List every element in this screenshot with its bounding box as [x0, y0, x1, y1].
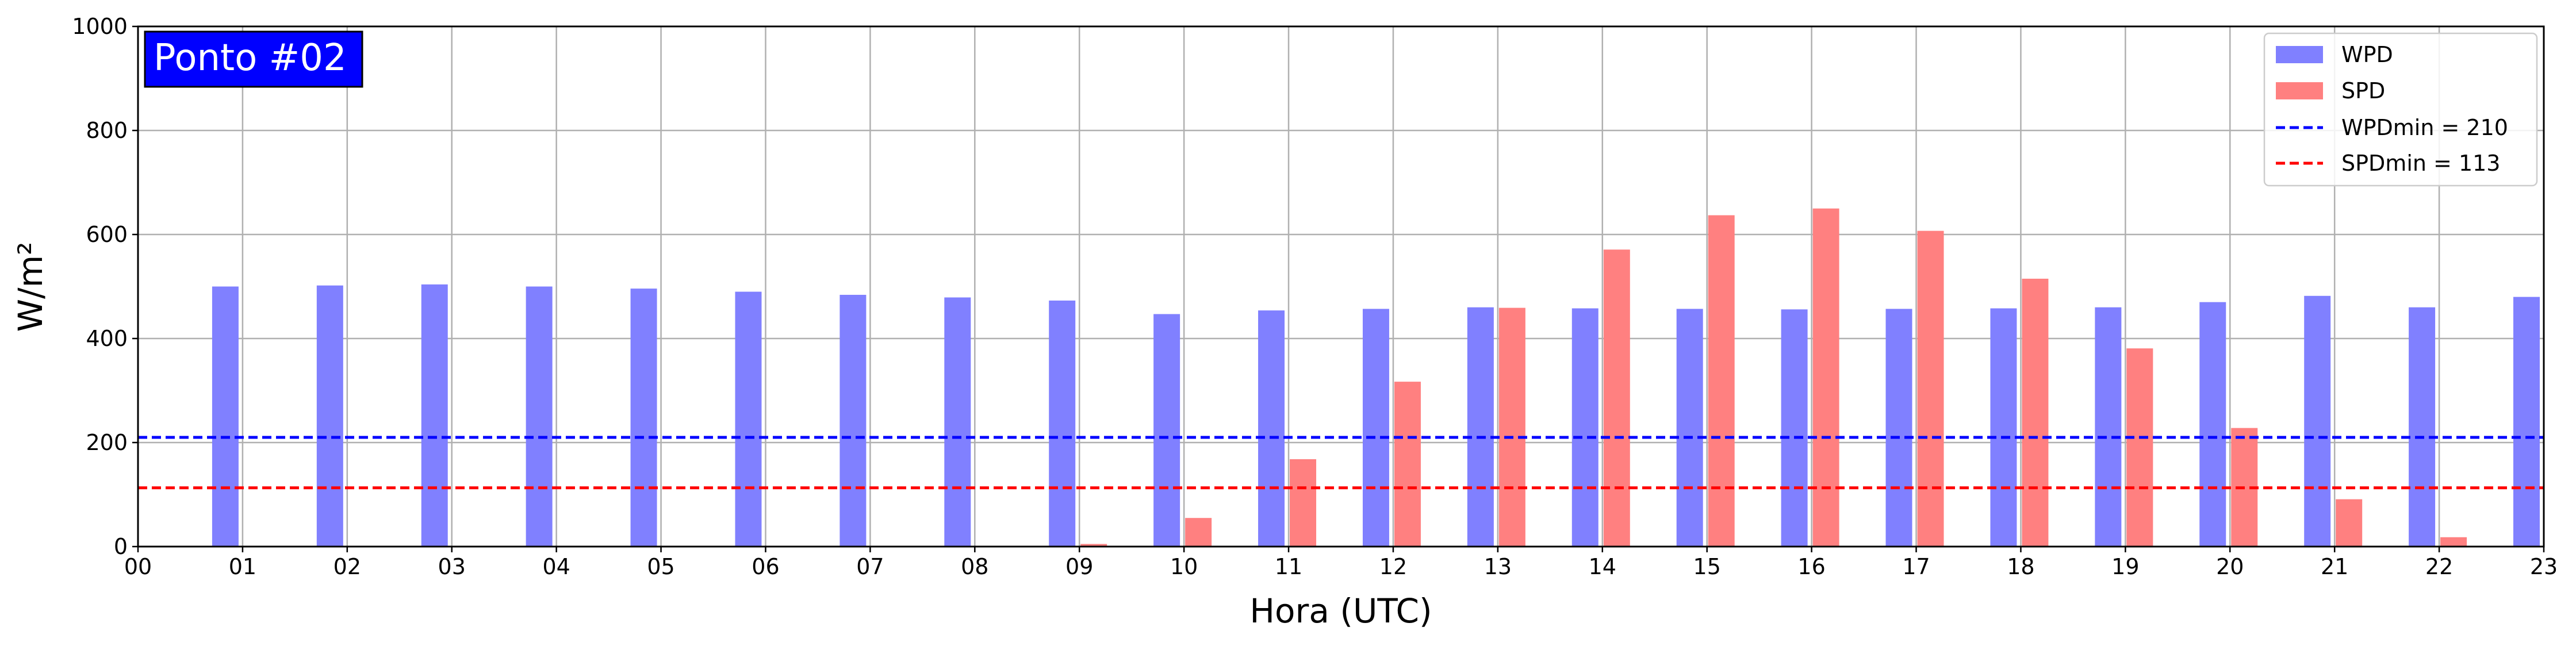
x-tick-label: 19 — [2111, 554, 2139, 579]
bar-wpd — [944, 297, 971, 547]
bar-spd — [1394, 382, 1421, 547]
x-tick-label: 14 — [1589, 554, 1616, 579]
bar-wpd — [735, 291, 762, 547]
bar-wpd — [1049, 300, 1076, 547]
x-tick-label: 08 — [961, 554, 988, 579]
x-tick-label: 01 — [229, 554, 256, 579]
title-badge-box — [144, 30, 363, 88]
reference-lines — [138, 436, 2544, 490]
bar-wpd — [839, 294, 867, 547]
legend-label-spd: SPD — [2341, 78, 2385, 103]
bar-spd — [2126, 348, 2153, 547]
x-tick-label: 04 — [542, 554, 570, 579]
bar-spd — [1498, 307, 1525, 547]
bar-wpd — [421, 284, 448, 547]
y-tick-label: 800 — [86, 118, 128, 143]
x-tick-label: 21 — [2321, 554, 2348, 579]
bar-wpd — [1362, 309, 1389, 547]
bar-spd — [1290, 459, 1317, 547]
x-axis-title: Hora (UTC) — [1249, 591, 1432, 630]
x-tick-label: 10 — [1170, 554, 1198, 579]
bar-wpd — [526, 286, 553, 547]
bar-wpd — [1990, 308, 2017, 547]
bar-wpd — [2304, 295, 2331, 547]
bar-spd — [1708, 215, 1735, 547]
x-tick-label: 09 — [1065, 554, 1093, 579]
x-tick-label: 05 — [647, 554, 674, 579]
x-tick-label: 23 — [2530, 554, 2558, 579]
bar-wpd — [1885, 309, 1912, 547]
bar-spd — [1917, 230, 1944, 547]
bars — [212, 208, 2540, 547]
legend-swatch-wpd — [2276, 46, 2323, 63]
bar-wpd — [1571, 308, 1598, 547]
y-axis-title: W/m² — [11, 242, 50, 332]
bar-wpd — [1467, 307, 1494, 547]
bar-wpd — [2095, 307, 2122, 547]
x-tick-label: 15 — [1693, 554, 1721, 579]
x-tick-label: 18 — [2007, 554, 2034, 579]
bar-wpd — [2513, 297, 2540, 547]
legend-label-wpd: WPD — [2341, 42, 2393, 67]
bar-spd — [2336, 499, 2363, 547]
bar-wpd — [630, 289, 657, 547]
x-tick-label: 12 — [1379, 554, 1407, 579]
bar-wpd — [1676, 309, 1703, 547]
x-tick-label: 06 — [752, 554, 779, 579]
legend-swatch-spd — [2276, 82, 2323, 99]
bar-spd — [1603, 249, 1630, 547]
x-tick-label: 22 — [2425, 554, 2453, 579]
bar-wpd — [2199, 302, 2226, 547]
bar-wpd — [1153, 314, 1180, 547]
x-tick-label: 03 — [438, 554, 466, 579]
x-tick-label: 17 — [1902, 554, 1930, 579]
y-tick-label: 400 — [86, 326, 128, 351]
legend-label-spdmin: SPDmin = 113 — [2341, 151, 2500, 176]
y-tick-label: 200 — [86, 430, 128, 455]
bar-spd — [2022, 278, 2049, 547]
x-tick-label: 20 — [2216, 554, 2244, 579]
x-tick-label: 16 — [1797, 554, 1825, 579]
x-tick-label: 07 — [856, 554, 884, 579]
title-badge: Ponto #02 — [144, 30, 363, 88]
y-tick-label: 0 — [114, 534, 128, 559]
bar-spd — [2440, 537, 2467, 547]
y-tick-label: 600 — [86, 222, 128, 247]
y-tick-label: 1000 — [72, 14, 128, 39]
chart-title: Ponto #02 — [154, 37, 347, 79]
bar-wpd — [1781, 309, 1808, 547]
plot-frame — [137, 25, 2545, 548]
x-tick-label: 00 — [124, 554, 152, 579]
bar-wpd — [316, 285, 343, 547]
x-tick-label: 11 — [1275, 554, 1302, 579]
legend-label-wpdmin: WPDmin = 210 — [2341, 115, 2508, 140]
x-tick-label: 02 — [334, 554, 361, 579]
x-tick-label: 13 — [1484, 554, 1512, 579]
legend-box — [2263, 32, 2538, 187]
bar-spd — [1812, 208, 1839, 547]
legend: WPD SPD WPDmin = 210 SPDmin = 113 — [2263, 32, 2538, 187]
ticks: 00 01 02 03 04 05 06 07 08 09 10 11 12 13 14 15 16 17 18 19… — [72, 14, 2558, 579]
bar-spd — [1185, 518, 1212, 547]
bar-spd — [1080, 544, 1107, 547]
bar-wpd — [2409, 307, 2436, 547]
bar-wpd — [212, 286, 239, 547]
bar-wpd — [1258, 310, 1285, 547]
